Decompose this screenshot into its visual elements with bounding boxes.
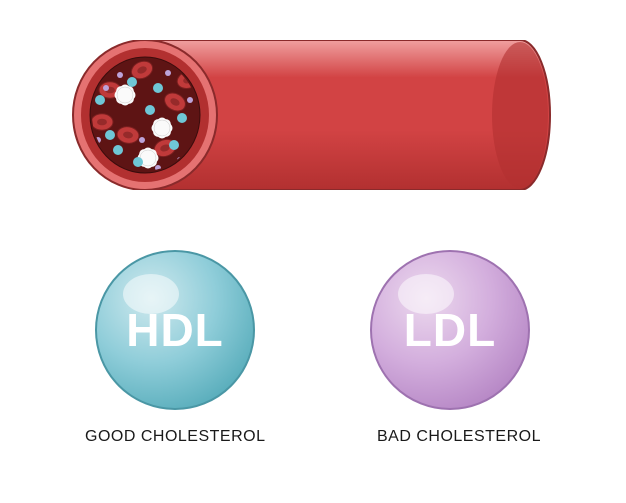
hdl-lipoprotein: HDL xyxy=(95,250,255,410)
hdl-caption: GOOD CHOLESTEROL xyxy=(85,428,265,446)
ldl-lipoprotein: LDL xyxy=(370,250,530,410)
hdl-svg: HDL xyxy=(95,250,255,410)
ldl-svg: LDL xyxy=(370,250,530,410)
blood-vessel xyxy=(70,40,556,190)
svg-text:HDL: HDL xyxy=(126,304,224,356)
ldl-caption: BAD CHOLESTEROL xyxy=(377,428,541,446)
vessel-svg xyxy=(70,40,556,190)
svg-text:LDL: LDL xyxy=(404,304,496,356)
